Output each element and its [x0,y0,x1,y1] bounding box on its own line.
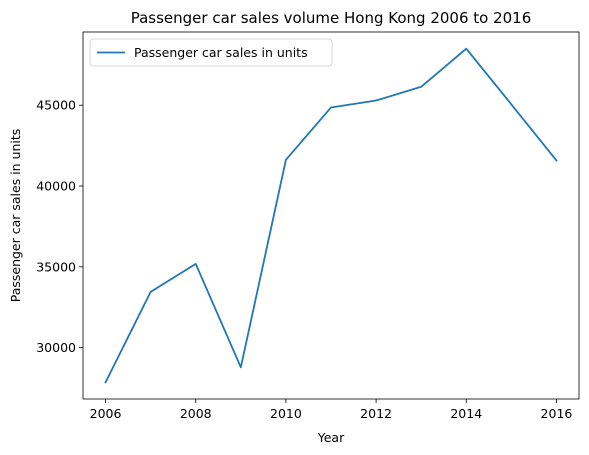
x-tick-label: 2008 [180,406,212,421]
x-tick-label: 2016 [541,406,573,421]
x-tick-label: 2010 [270,406,302,421]
legend-label: Passenger car sales in units [134,45,308,60]
plot-frame [82,31,580,400]
plot-area [83,32,579,399]
x-tick-label: 2012 [360,406,392,421]
y-axis-label: Passenger car sales in units [8,129,23,303]
axis-ticks: 2006 2008 2010 2012 2014 2016 30000 35000 40000 4… [36,98,572,421]
x-axis-label: Year [317,430,345,445]
y-tick-label: 45000 [36,98,76,113]
chart-title: Passenger car sales volume Hong Kong 200… [131,9,532,27]
legend-box [89,38,333,67]
y-tick-label: 40000 [36,179,76,194]
y-tick-label: 30000 [36,340,76,355]
x-tick-label: 2006 [90,406,122,421]
legend: Passenger car sales in units [89,38,333,67]
series-line [104,47,558,384]
x-tick-label: 2014 [450,406,482,421]
series-lines [104,47,558,384]
y-tick-label: 35000 [36,259,76,274]
